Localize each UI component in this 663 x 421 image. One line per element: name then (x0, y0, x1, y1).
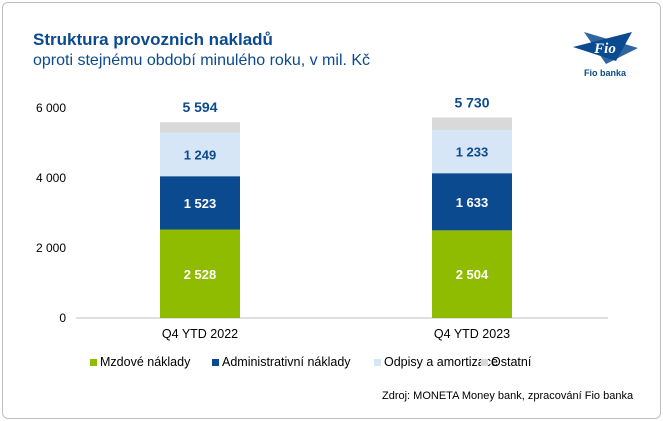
legend-item: Ostatní (481, 355, 531, 369)
data-label: 1 523 (184, 196, 217, 211)
legend-label: Ostatní (491, 355, 532, 369)
legend-label: Administrativní náklady (222, 355, 351, 369)
y-tick-label: 2 000 (36, 241, 66, 255)
data-label: 1 233 (456, 145, 489, 160)
chart-subtitle: oproti stejnému období minulého roku, v … (33, 52, 371, 69)
legend-swatch (212, 358, 219, 366)
data-label: 2 504 (456, 267, 489, 282)
bar-segment (432, 130, 512, 174)
data-label: 1 249 (184, 147, 217, 162)
logo-caption: Fio banka (584, 68, 627, 78)
legend-item: Odpisy a amortizace (374, 355, 498, 369)
svg-text:Fio: Fio (593, 41, 616, 57)
source-note: Zdroj: MONETA Money bank, zpracování Fio… (382, 390, 634, 402)
chart-title: Struktura provoznich nakladů (33, 30, 273, 49)
legend-swatch (374, 358, 381, 366)
total-label: 5 730 (454, 94, 489, 110)
legend-label: Odpisy a amortizace (384, 355, 498, 369)
x-tick-label: Q4 YTD 2022 (162, 327, 238, 341)
legend-label: Mzdové náklady (100, 355, 191, 369)
logo-triangle (584, 32, 638, 64)
legend-item: Mzdové náklady (90, 355, 190, 369)
y-tick-label: 4 000 (36, 171, 66, 185)
fio-logo: Fio Fio banka (573, 32, 638, 78)
bar-segment (160, 132, 240, 177)
x-tick-label: Q4 YTD 2023 (434, 327, 510, 341)
bar-segment (432, 173, 512, 231)
bar-segment (160, 176, 240, 230)
data-label: 1 633 (456, 195, 489, 210)
y-tick-label: 0 (59, 311, 66, 325)
bar-segment (432, 230, 512, 318)
y-tick-label: 6 000 (36, 101, 66, 115)
bar-segment (160, 229, 240, 318)
total-label: 5 594 (182, 99, 217, 115)
data-label: 2 528 (184, 267, 217, 282)
legend-item: Administrativní náklady (212, 355, 351, 369)
legend-swatch (90, 358, 97, 366)
legend-swatch (481, 358, 488, 366)
bar-segment (160, 122, 240, 133)
bar-segment (432, 117, 512, 131)
